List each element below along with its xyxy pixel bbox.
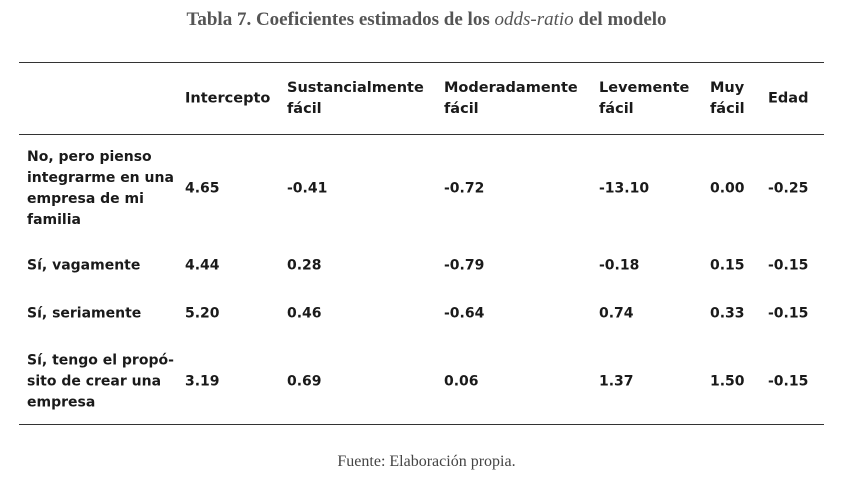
table-cell: -0.25 — [768, 180, 809, 197]
table-cell: 0.00 — [710, 180, 745, 197]
caption-italic: odds-ratio — [494, 9, 574, 30]
table-cell: -0.72 — [444, 180, 485, 197]
table-cell: 0.06 — [444, 373, 479, 390]
header-muy-facil: Muy fácil — [710, 80, 745, 117]
header-moderadamente-facil: Moderadamente fácil — [444, 80, 578, 117]
table-cell: 1.37 — [599, 373, 634, 390]
row-label-si-vagamente: Sí, vagamente — [27, 257, 141, 274]
table-cell: 0.28 — [287, 257, 322, 274]
table-cell: -0.15 — [768, 305, 809, 322]
table-cell: -13.10 — [599, 180, 650, 197]
caption-bold-end: del modelo — [573, 9, 667, 30]
table-cell: -0.15 — [768, 373, 809, 390]
header-intercepto: Intercepto — [185, 90, 271, 107]
source-note: Fuente: Elaboración propia. — [337, 453, 516, 470]
row-label-si-seriamente: Sí, seriamente — [27, 305, 142, 322]
table-caption: Tabla 7. Coeficientes estimados de los o… — [0, 9, 853, 31]
header-edad: Edad — [768, 90, 809, 107]
header-levemente-facil: Levemente fácil — [599, 80, 690, 117]
table-cell: 0.33 — [710, 305, 745, 322]
table-cell: -0.41 — [287, 180, 328, 197]
table-cell: -0.15 — [768, 257, 809, 274]
row-label-si-tengo-el-proposito: Sí, tengo el propó-sito de crear una empr… — [27, 352, 174, 411]
table-top-rule — [19, 62, 824, 63]
table-cell: 5.20 — [185, 305, 220, 322]
table-bottom-rule — [19, 424, 824, 425]
table-cell: -0.79 — [444, 257, 485, 274]
table-cell: -0.64 — [444, 305, 485, 322]
table-cell: 0.15 — [710, 257, 745, 274]
table-header-rule — [19, 134, 824, 135]
table-cell: -0.18 — [599, 257, 640, 274]
table-cell: 1.50 — [710, 373, 745, 390]
caption-bold-start: Tabla 7. Coeficientes estimados de los — [186, 9, 495, 30]
table-cell: 0.74 — [599, 305, 634, 322]
table-cell: 3.19 — [185, 373, 220, 390]
header-sustancialmente-facil: Sustancialmente fácil — [287, 80, 424, 117]
table-cell: 0.69 — [287, 373, 322, 390]
table-cell: 4.65 — [185, 180, 220, 197]
row-label-no-pero-pienso: No, pero pienso integrarme en una empresa … — [27, 149, 174, 228]
table-cell: 0.46 — [287, 305, 322, 322]
table-cell: 4.44 — [185, 257, 220, 274]
